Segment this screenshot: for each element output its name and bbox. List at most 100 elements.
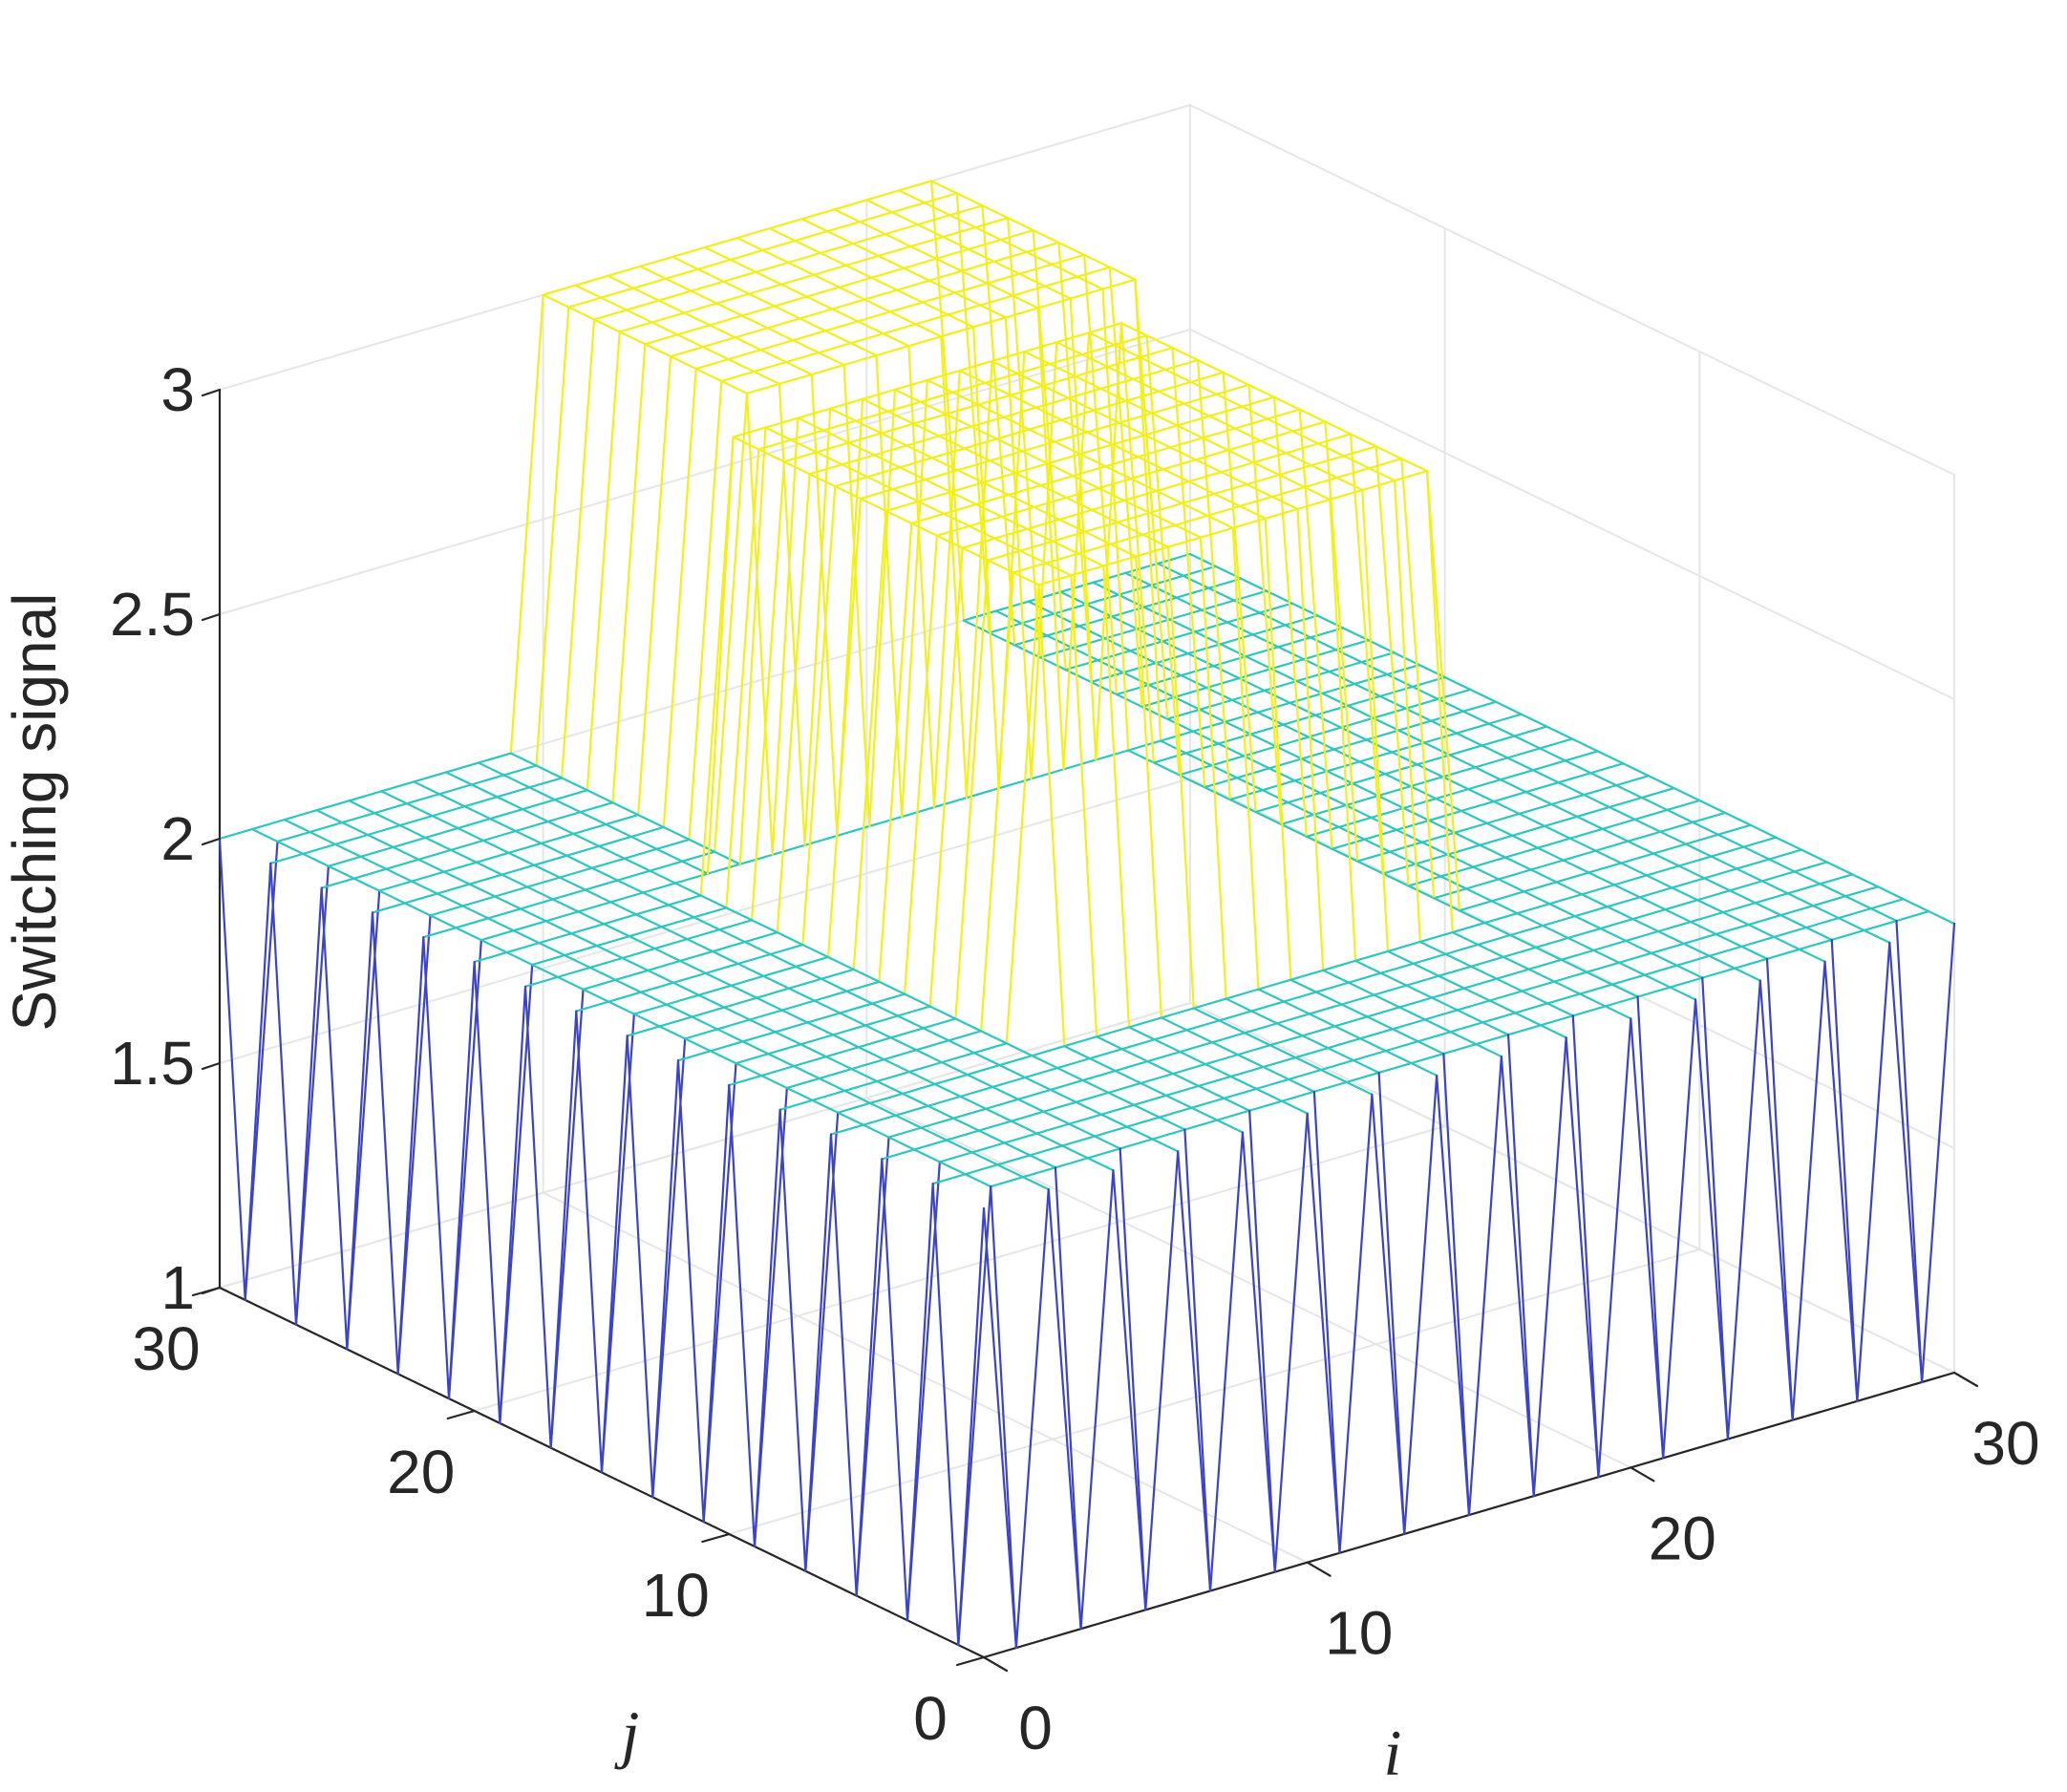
mesh-edge <box>1837 916 1865 932</box>
mesh-edge <box>1154 662 1183 677</box>
mesh-edge <box>1338 1093 1374 1554</box>
mesh-edge <box>618 331 647 346</box>
mesh-edge <box>1222 371 1250 386</box>
mesh-edge <box>1588 862 1623 874</box>
mesh-edge <box>1080 344 1116 356</box>
mesh-edge <box>1368 458 1403 470</box>
mesh-edge <box>833 208 862 224</box>
mesh-edge <box>1036 297 1072 309</box>
mesh-edge <box>1261 789 1289 804</box>
mesh-edge <box>759 339 795 352</box>
mesh-edge <box>507 851 536 866</box>
mesh-edge <box>920 1117 955 1129</box>
mesh-edge <box>1345 1071 1380 1084</box>
mesh-edge <box>1300 757 1329 773</box>
mesh-edge <box>696 258 732 270</box>
mesh-edge <box>496 796 524 811</box>
mesh-edge <box>1285 452 1313 467</box>
mesh-edge <box>417 858 446 873</box>
mesh-edge <box>845 980 881 992</box>
mesh-edge <box>1438 974 1466 990</box>
mesh-edge <box>1116 521 1144 536</box>
mesh-edge <box>1749 823 1778 839</box>
mesh-edge <box>922 1027 950 1042</box>
mesh-edge <box>1360 661 1389 676</box>
mesh-edge <box>890 211 919 226</box>
mesh-edge <box>523 985 552 1449</box>
mesh-edge <box>302 852 330 867</box>
mesh-edge <box>1061 1144 1089 1160</box>
mesh-edge <box>1208 1131 1245 1592</box>
mesh-edge <box>1270 485 1306 499</box>
mesh-edge <box>1219 643 1247 658</box>
mesh-edge <box>1301 1035 1330 1050</box>
mesh-edge <box>891 479 927 491</box>
mesh-edge <box>715 1018 752 1031</box>
mesh-edge <box>590 866 619 882</box>
mesh-edge <box>1245 655 1273 671</box>
mesh-edge <box>1142 606 1171 621</box>
mesh-edge <box>1102 565 1131 1029</box>
mesh-edge <box>709 1050 737 1065</box>
mesh-edge <box>621 956 650 972</box>
mesh-edge <box>1638 886 1673 899</box>
mesh-edge <box>489 817 517 833</box>
mesh-edge <box>1217 742 1246 757</box>
mesh-edge <box>1472 856 1507 868</box>
mesh-edge <box>320 886 349 1351</box>
mesh-edge <box>1578 983 1613 995</box>
mesh-edge <box>953 291 982 307</box>
mesh-edge <box>718 919 754 931</box>
mesh-edge <box>1127 739 1162 752</box>
mesh-edge <box>567 306 596 321</box>
mesh-edge <box>898 189 926 204</box>
mesh-edge <box>540 842 568 857</box>
mesh-edge <box>1760 870 1796 883</box>
mesh-edge <box>563 953 591 970</box>
mesh-edge <box>933 1073 969 1086</box>
mesh-edge <box>1417 663 1446 679</box>
mesh-edge <box>732 426 767 438</box>
mesh-edge <box>1120 1048 1149 1063</box>
mesh-edge <box>1169 446 1197 461</box>
mesh-edge <box>1153 1038 1182 1054</box>
mesh-edge <box>1115 693 1143 708</box>
mesh-edge <box>1715 923 1750 936</box>
z-tick-label: 3 <box>160 355 195 424</box>
mesh-edge <box>1397 719 1433 732</box>
mesh-edge <box>1070 574 1098 1038</box>
mesh-edge <box>693 916 721 931</box>
mesh-edge <box>966 1073 994 1089</box>
mesh-edge <box>1076 552 1105 567</box>
mesh-edge <box>1684 833 1719 845</box>
mesh-edge <box>1054 440 1081 456</box>
mesh-edge <box>1296 498 1332 510</box>
mesh-edge <box>657 289 693 302</box>
mesh-edge <box>1643 973 1672 989</box>
mesh-edge <box>826 497 863 959</box>
mesh-edge <box>688 838 716 853</box>
mesh-edge <box>542 284 577 296</box>
mesh-edge <box>868 815 904 828</box>
mesh-edge <box>1479 834 1514 846</box>
mesh-edge <box>1405 984 1434 999</box>
mesh-edge <box>1458 900 1493 912</box>
mesh-edge <box>1226 439 1262 452</box>
mesh-edge <box>1615 784 1643 800</box>
mesh-edge <box>1280 813 1315 826</box>
mesh-edge <box>956 469 985 484</box>
mesh-edge <box>995 437 1024 453</box>
mesh-edge <box>649 860 684 872</box>
mesh-edge <box>1532 1036 1567 1498</box>
mesh-edge <box>861 397 889 413</box>
mesh-edge <box>1437 697 1465 713</box>
mesh-edge <box>958 369 987 384</box>
mesh-edge <box>760 1074 788 1090</box>
mesh-edge <box>1539 737 1574 750</box>
mesh-edge <box>1004 307 1039 319</box>
mesh-edge <box>584 879 619 891</box>
mesh-edge <box>859 221 886 236</box>
mesh-edge <box>755 270 783 286</box>
mesh-edge <box>429 905 464 917</box>
mesh-edge <box>1734 957 1769 970</box>
